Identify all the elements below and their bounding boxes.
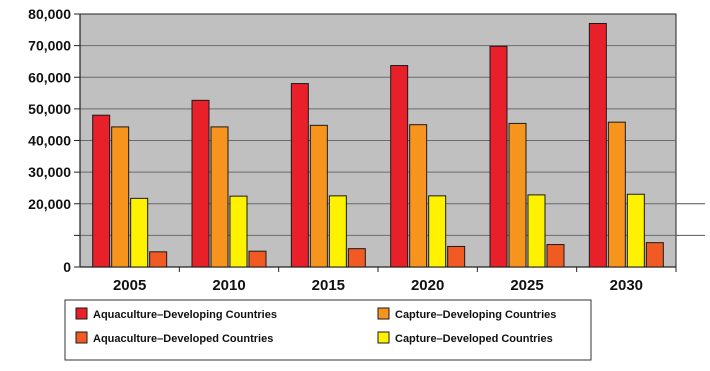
x-tick-label: 2020 [411,277,444,294]
plot-area [79,13,677,268]
y-tick-label: 20,000 [28,196,71,212]
bar-aquaculture-developed-countries [546,244,565,268]
bar-capture-developed-countries [130,197,149,268]
bar-capture-developed-countries [229,195,248,268]
bar-capture-developed-countries [626,193,645,268]
bar-aquaculture-developing-countries [489,45,508,268]
bar-capture-developing-countries [111,126,130,268]
bars [92,22,664,268]
legend: Aquaculture–Developing Countries Capture–… [64,299,592,361]
x-tick-label: 2005 [113,277,146,294]
bar-aquaculture-developed-countries [149,251,168,268]
bar-aquaculture-developing-countries [92,114,111,268]
bar-capture-developed-countries [328,195,347,268]
bar-capture-developing-countries [210,126,229,268]
legend-label: Aquaculture–Developed Countries [93,333,273,345]
bar-aquaculture-developed-countries [248,250,267,268]
y-tick-label: 0 [63,259,71,275]
legend-swatch [75,307,88,320]
bar-aquaculture-developing-countries [588,22,607,268]
legend-label: Capture–Developed Countries [395,333,553,345]
x-tick-label: 2010 [212,277,245,294]
x-tick-label: 2015 [312,277,345,294]
bar-capture-developed-countries [527,194,546,268]
bar-capture-developing-countries [409,124,428,268]
bar-aquaculture-developed-countries [645,242,664,268]
x-tick-label: 2030 [610,277,643,294]
y-tick-label: 70,000 [28,38,71,54]
legend-label: Capture–Developing Countries [395,309,556,321]
bar-capture-developing-countries [508,122,527,268]
bar-capture-developed-countries [428,195,447,268]
bar-capture-developing-countries [607,121,626,268]
legend-box [64,299,592,361]
x-tick-label: 2025 [510,277,543,294]
y-tick-label: 30,000 [28,164,71,180]
axes: 0 20,000 30,000 40,000 50,000 60,000 70,000 80,… [28,6,677,294]
y-tick-label: 40,000 [28,133,71,149]
extra-lines [676,203,705,236]
legend-swatch [75,331,88,344]
bar-aquaculture-developed-countries [347,248,366,268]
bar-aquaculture-developing-countries [191,99,210,268]
y-tick-label: 60,000 [28,69,71,85]
legend-swatch [377,307,390,320]
y-tick-label: 80,000 [28,6,71,22]
y-tick-label: 50,000 [28,101,71,117]
bar-capture-developing-countries [309,124,328,268]
bar-aquaculture-developed-countries [447,245,466,268]
bar-aquaculture-developing-countries [290,83,309,268]
legend-label: Aquaculture–Developing Countries [93,309,277,321]
bar-aquaculture-developing-countries [390,65,409,268]
legend-swatch [377,331,390,344]
